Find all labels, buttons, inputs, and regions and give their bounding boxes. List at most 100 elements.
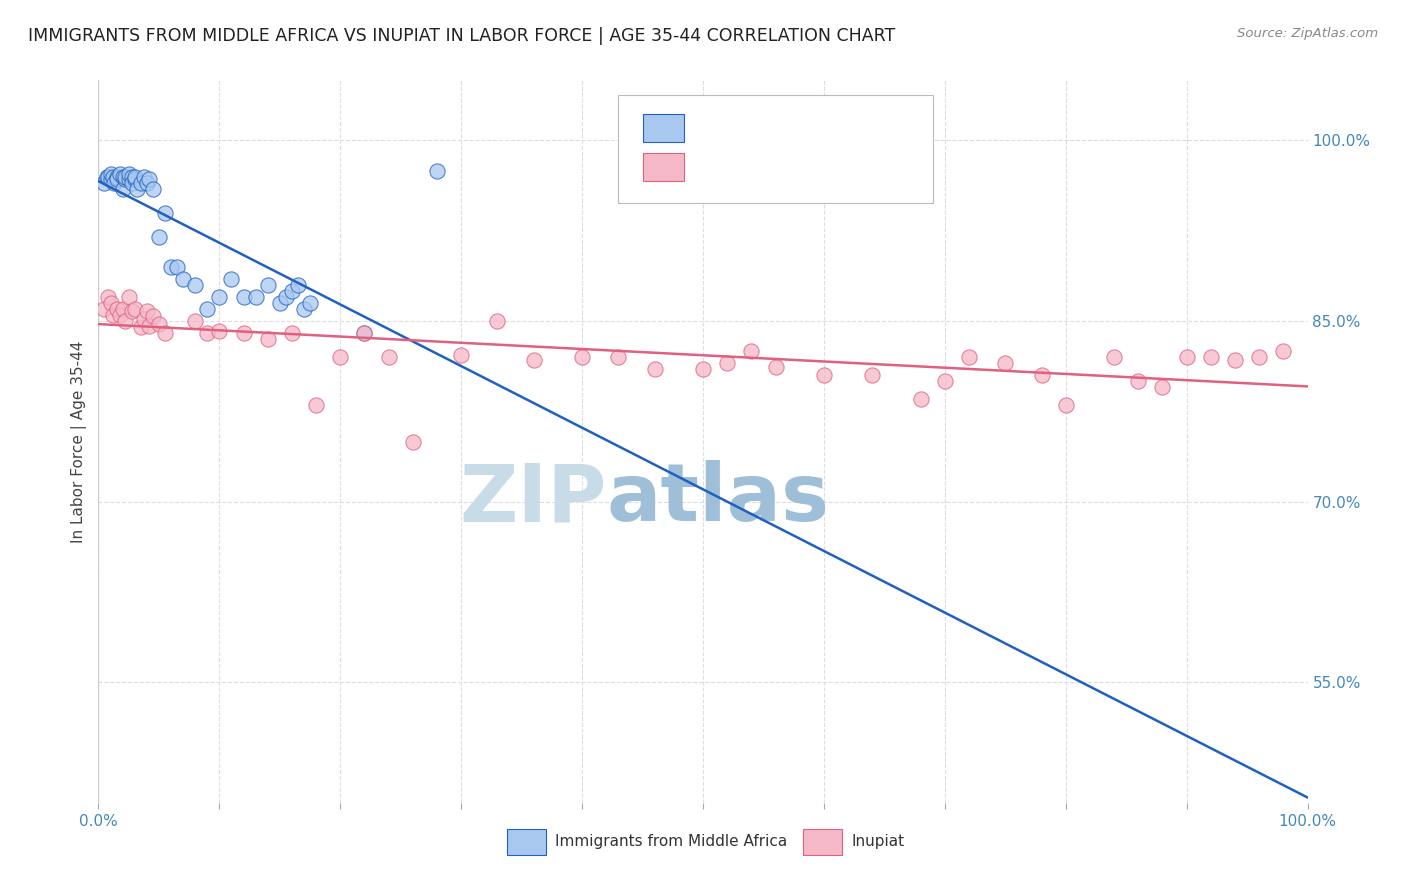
Point [184,314,207,328]
Point [121,304,143,318]
Point [134,169,156,184]
Point [97,169,120,184]
Point [148,317,170,331]
Point [184,277,207,292]
Point [124,172,146,186]
Point [1128,375,1150,389]
Point [121,176,143,190]
Point [111,301,134,317]
Point [111,182,134,196]
Point [208,324,231,338]
Point [402,434,425,449]
Text: ZIP: ZIP [458,460,606,539]
Point [450,348,472,362]
Point [353,326,375,341]
Text: Source: ZipAtlas.com: Source: ZipAtlas.com [1237,27,1378,40]
Point [860,368,883,383]
Point [1152,380,1174,394]
Point [281,326,304,341]
Point [486,314,509,328]
Point [813,368,835,383]
Point [111,169,134,184]
Point [292,301,315,317]
Point [1272,344,1295,359]
Text: IMMIGRANTS FROM MIDDLE AFRICA VS INUPIAT IN LABOR FORCE | AGE 35-44 CORRELATION : IMMIGRANTS FROM MIDDLE AFRICA VS INUPIAT… [28,27,896,45]
Point [692,362,714,376]
Text: N = 46: N = 46 [830,119,893,137]
Point [353,326,375,341]
Point [1223,352,1246,367]
Point [523,352,546,367]
Point [1175,351,1198,365]
Point [716,356,738,370]
Point [274,290,297,304]
Point [281,284,304,298]
Point [114,172,136,186]
Point [93,176,115,190]
Point [1054,398,1077,412]
Point [97,290,120,304]
Point [96,169,118,184]
Point [135,304,157,318]
Point [127,182,149,196]
Point [1199,351,1222,365]
Text: Immigrants from Middle Africa: Immigrants from Middle Africa [555,834,787,849]
Point [105,169,128,184]
Text: R = -0.171: R = -0.171 [693,158,790,176]
Point [134,311,156,326]
Point [765,359,787,374]
Point [114,169,136,184]
FancyBboxPatch shape [643,153,683,181]
Point [934,375,956,389]
Point [232,290,254,304]
Point [256,277,278,292]
Point [118,172,141,186]
Point [269,296,291,310]
Point [160,260,183,274]
Point [1031,368,1053,383]
Point [148,230,170,244]
FancyBboxPatch shape [619,95,932,203]
Y-axis label: In Labor Force | Age 35-44: In Labor Force | Age 35-44 [72,341,87,542]
Point [124,301,146,317]
Point [142,182,165,196]
Point [245,290,267,304]
Point [232,326,254,341]
Point [994,356,1017,370]
Point [100,172,122,186]
Point [1102,351,1125,365]
FancyBboxPatch shape [508,829,546,855]
Point [208,290,231,304]
Point [105,301,128,317]
Point [101,169,124,184]
Point [121,169,143,184]
Point [135,176,157,190]
Point [644,362,666,376]
Point [153,326,176,341]
Point [100,296,122,310]
FancyBboxPatch shape [643,113,683,143]
Point [100,167,122,181]
Text: N = 55: N = 55 [830,158,893,176]
Point [108,308,131,322]
Point [129,320,152,334]
Point [221,272,243,286]
Point [287,277,309,292]
Point [957,351,980,365]
Point [118,167,141,181]
Point [256,332,278,346]
Point [377,351,399,365]
Point [571,351,593,365]
Point [129,176,152,190]
Point [101,308,124,322]
FancyBboxPatch shape [803,829,842,855]
Text: atlas: atlas [606,460,830,539]
Point [910,392,932,407]
Point [172,272,194,286]
Point [138,172,160,186]
Point [305,398,328,412]
Point [93,301,115,317]
Point [607,351,630,365]
Point [426,163,449,178]
Point [142,310,165,324]
